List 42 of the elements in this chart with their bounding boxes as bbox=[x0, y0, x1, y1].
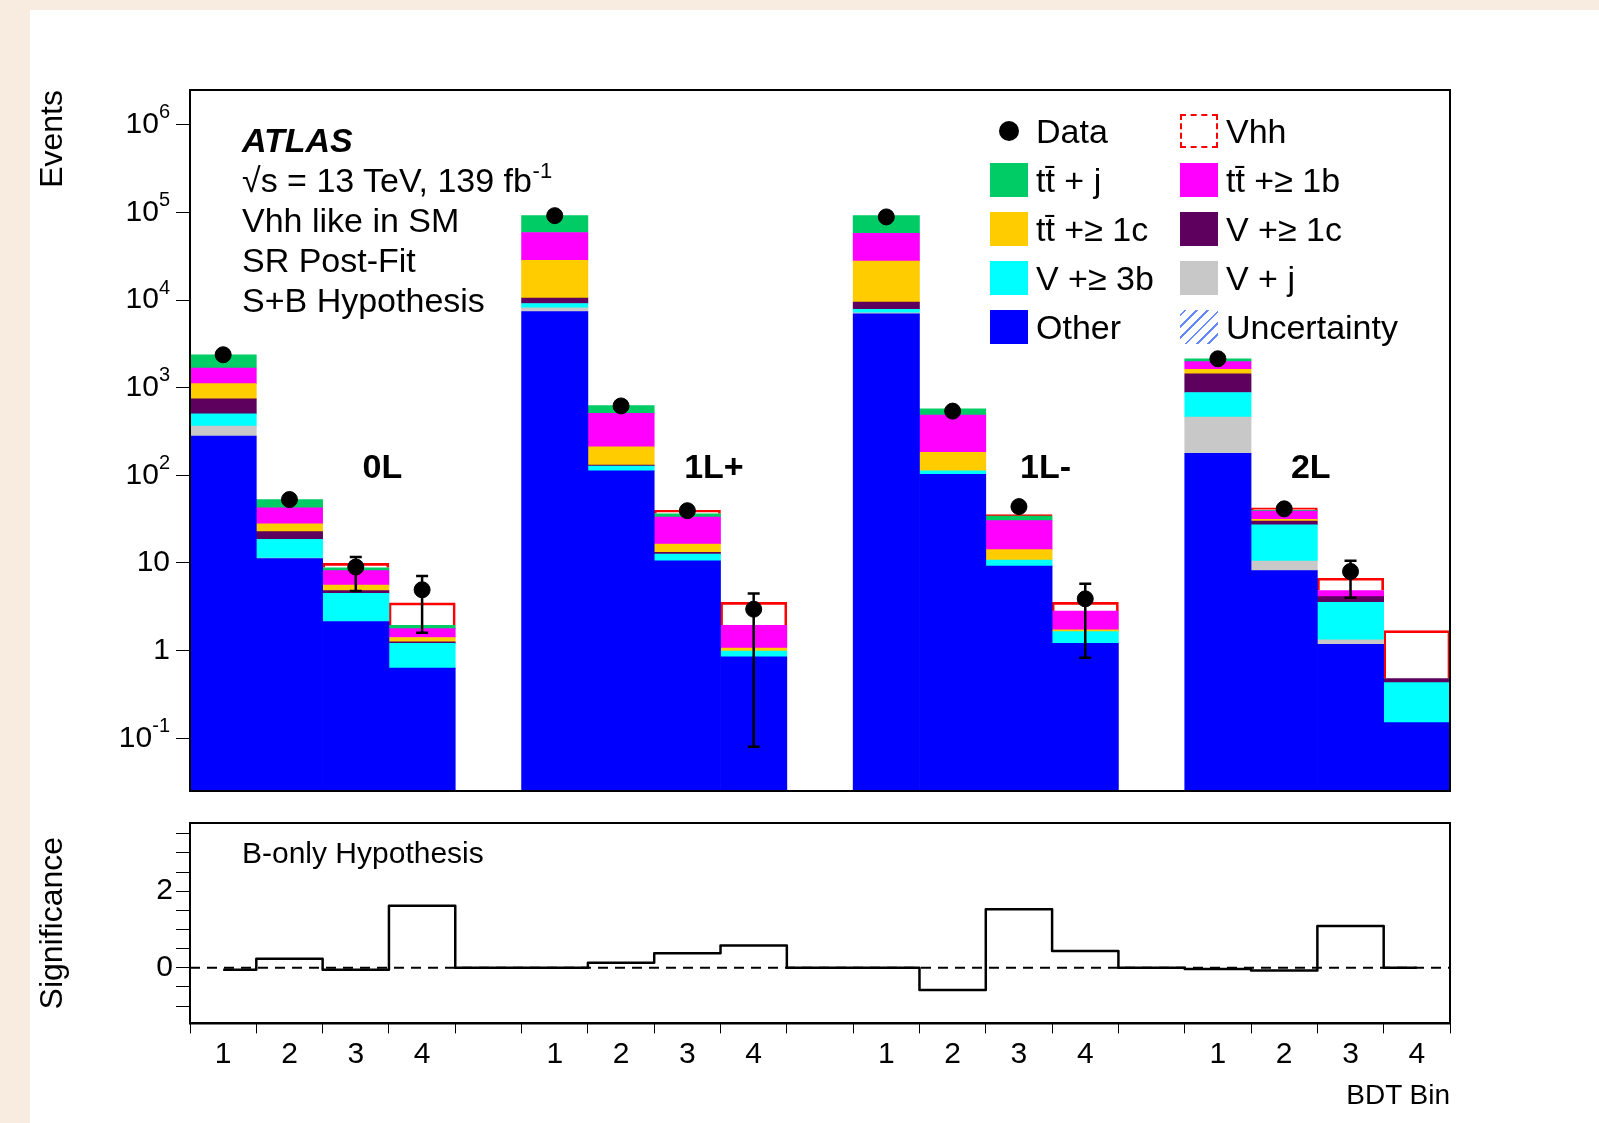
x-tick-label: 1 bbox=[546, 1035, 564, 1069]
x-tick-label: 4 bbox=[1408, 1035, 1426, 1069]
annotation: Uncertainty bbox=[1226, 307, 1398, 347]
x-tick-label: 1 bbox=[877, 1035, 895, 1069]
annotation: 1L+ bbox=[684, 446, 744, 485]
y-tick-label: 10 bbox=[136, 544, 171, 578]
x-axis-title: BDT Bin bbox=[1346, 1078, 1450, 1110]
legend-label: Vhh bbox=[1226, 111, 1287, 151]
legend-label: V + j bbox=[1226, 258, 1295, 298]
y-tick-label: 1 bbox=[153, 631, 170, 665]
x-tick-label: 2 bbox=[944, 1035, 961, 1069]
annotation: SR Post-Fit bbox=[242, 241, 417, 279]
annotation: ATLAS bbox=[241, 121, 354, 159]
y-tick-label: 0 bbox=[156, 949, 173, 983]
legend-label: V +≥ 1c bbox=[1226, 209, 1342, 249]
x-tick-label: 4 bbox=[745, 1035, 763, 1069]
x-tick-label: 3 bbox=[347, 1035, 365, 1069]
legend-label: Data bbox=[1036, 111, 1108, 151]
y-axis-title: Events bbox=[33, 90, 70, 188]
x-tick-label: 1 bbox=[214, 1035, 232, 1069]
x-tick-label: 2 bbox=[612, 1035, 630, 1069]
legend-label: tt̄ +≥ 1c bbox=[1036, 209, 1149, 249]
legend-label: tt̄ +≥ 1b bbox=[1226, 160, 1341, 200]
y-axis-title: Significance bbox=[33, 836, 70, 1010]
x-tick-label: 3 bbox=[1010, 1035, 1028, 1069]
legend-label: Other bbox=[1036, 307, 1122, 347]
x-tick-label: 1 bbox=[1209, 1035, 1227, 1069]
annotation: Vhh like in SM bbox=[242, 201, 460, 239]
x-tick-label: 3 bbox=[679, 1035, 696, 1069]
annotation: 2L bbox=[1290, 446, 1331, 485]
x-tick-label: 2 bbox=[281, 1035, 298, 1069]
x-tick-label: 2 bbox=[1275, 1035, 1293, 1069]
legend-label: V +≥ 3b bbox=[1036, 258, 1154, 298]
y-tick-label: 2 bbox=[156, 872, 173, 906]
annotation: 1L- bbox=[1019, 446, 1071, 485]
annotation: 0L bbox=[362, 446, 403, 485]
legend-label: tt̄ + j bbox=[1036, 160, 1102, 200]
annotation: S+B Hypothesis bbox=[242, 281, 485, 319]
x-tick-label: 4 bbox=[1076, 1035, 1094, 1069]
annotation: B-only Hypothesis bbox=[242, 836, 484, 869]
x-tick-label: 4 bbox=[413, 1035, 431, 1069]
x-tick-label: 3 bbox=[1342, 1035, 1359, 1069]
